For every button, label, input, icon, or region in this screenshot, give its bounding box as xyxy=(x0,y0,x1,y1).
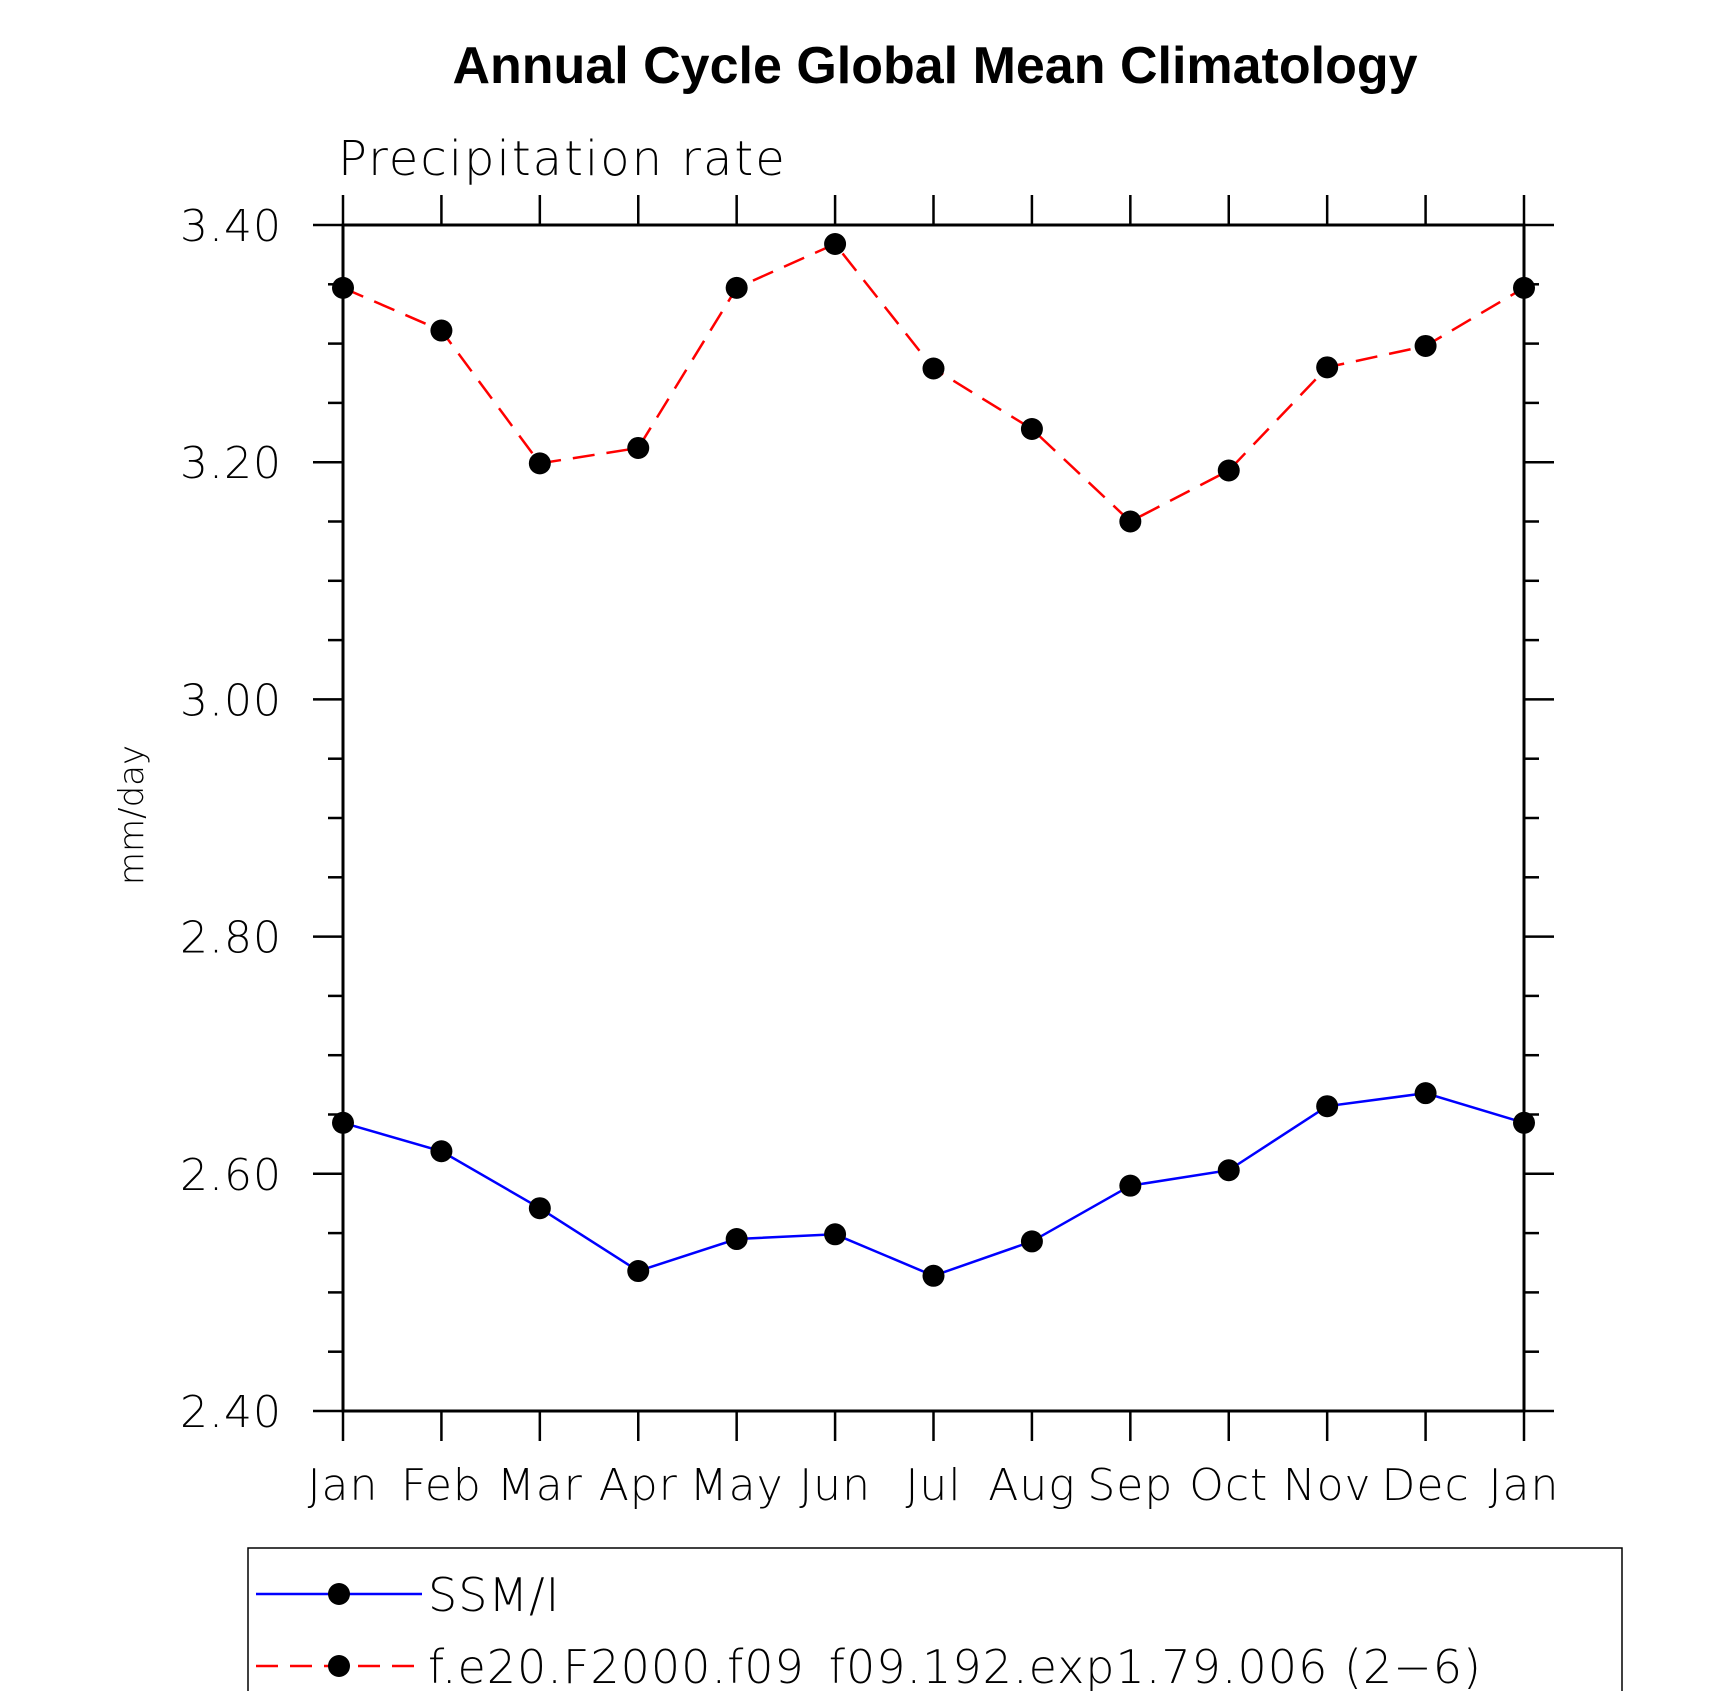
legend-entry: f.e20.F2000.f09_f09.192.exp1.79.006 (2−6… xyxy=(256,1640,1482,1691)
plot-frame xyxy=(341,223,1526,1413)
x-tick-label: Nov xyxy=(1283,1460,1372,1511)
y-tick-label: 2.60 xyxy=(180,1150,282,1201)
x-tick-label: Oct xyxy=(1189,1460,1268,1511)
data-point xyxy=(725,276,748,299)
x-tick-label: Jan xyxy=(1489,1460,1560,1511)
y-axis-label: mm/day xyxy=(112,745,152,885)
x-tick-label: Mar xyxy=(497,1460,583,1511)
x-tick-label: Dec xyxy=(1382,1460,1470,1511)
data-point xyxy=(332,1111,354,1134)
x-tick-label: Jan xyxy=(308,1460,379,1511)
legend: SSM/I f.e20.F2000.f09_f09.192.exp1.79.006… xyxy=(247,1547,1623,1691)
data-point xyxy=(528,452,551,475)
legend-marker xyxy=(328,1583,350,1605)
legend-entry: SSM/I xyxy=(256,1568,560,1622)
data-point xyxy=(528,1197,551,1220)
data-point xyxy=(922,1264,945,1287)
x-tick-label: Apr xyxy=(599,1460,678,1511)
x-tick-label: May xyxy=(690,1460,784,1511)
y-tick-labels: 2.40 2.60 2.80 3.00 3.20 3.40 xyxy=(180,201,282,1438)
data-point xyxy=(1020,1230,1043,1253)
x-tick-label: Feb xyxy=(401,1460,482,1511)
series-line xyxy=(342,242,1525,524)
data-point xyxy=(824,232,847,255)
data-point xyxy=(627,1260,650,1283)
y-tick-label: 3.40 xyxy=(180,201,282,252)
x-tick-labels: Jan Feb Mar Apr May Jun Jul Aug Sep Oct Nov Dec Jan xyxy=(308,1460,1560,1511)
y-tick-label: 2.40 xyxy=(180,1387,282,1438)
data-point xyxy=(430,319,453,342)
series-group xyxy=(332,1082,1535,1287)
data-point xyxy=(1513,276,1535,299)
series-line xyxy=(342,1091,1525,1278)
data-point xyxy=(627,436,650,459)
x-tick-label: Jun xyxy=(799,1460,871,1511)
data-point xyxy=(725,1228,748,1251)
data-point xyxy=(1217,459,1240,482)
x-tick-label: Jul xyxy=(905,1460,961,1511)
data-point xyxy=(1119,510,1142,533)
data-point xyxy=(824,1223,847,1246)
y-tick-label: 3.00 xyxy=(180,675,282,726)
y-tick-label: 2.80 xyxy=(180,913,282,964)
chart-subtitle: Precipitation rate xyxy=(338,131,787,187)
legend-label: SSM/I xyxy=(428,1568,560,1622)
data-point xyxy=(430,1140,453,1163)
x-tick-label: Sep xyxy=(1087,1460,1173,1511)
data-point xyxy=(1316,356,1339,379)
legend-box xyxy=(247,1547,1623,1691)
data-point xyxy=(1414,1082,1437,1105)
data-point xyxy=(332,276,354,299)
series xyxy=(332,232,1535,1287)
data-point xyxy=(1119,1174,1142,1197)
data-point xyxy=(1020,417,1043,440)
axis-ticks xyxy=(313,195,1554,1441)
chart-title: Annual Cycle Global Mean Climatology xyxy=(452,37,1417,95)
data-point xyxy=(1316,1095,1339,1118)
y-tick-label: 3.20 xyxy=(180,438,282,489)
data-point xyxy=(1217,1159,1240,1182)
data-point xyxy=(1513,1111,1535,1134)
data-point xyxy=(1414,334,1437,357)
legend-label: f.e20.F2000.f09_f09.192.exp1.79.006 (2−6… xyxy=(428,1640,1482,1691)
series-group xyxy=(332,232,1535,533)
data-point xyxy=(922,357,945,380)
x-tick-label: Aug xyxy=(988,1460,1075,1511)
legend-marker xyxy=(328,1655,350,1677)
